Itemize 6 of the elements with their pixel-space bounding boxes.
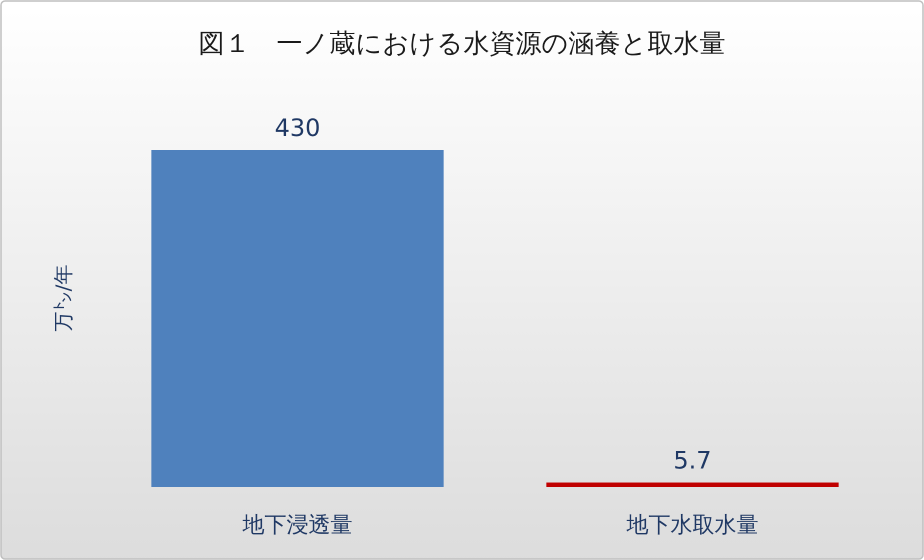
data-label: 5.7 bbox=[673, 446, 712, 475]
data-label: 430 bbox=[274, 114, 320, 142]
y-axis-title: 万㌧/年 bbox=[51, 264, 75, 332]
x-tick-label: 地下水取水量 bbox=[626, 513, 758, 538]
x-tick-label: 地下浸透量 bbox=[242, 513, 352, 538]
chart-title: 図１ 一ノ蔵における水資源の涵養と取水量 bbox=[198, 29, 726, 59]
